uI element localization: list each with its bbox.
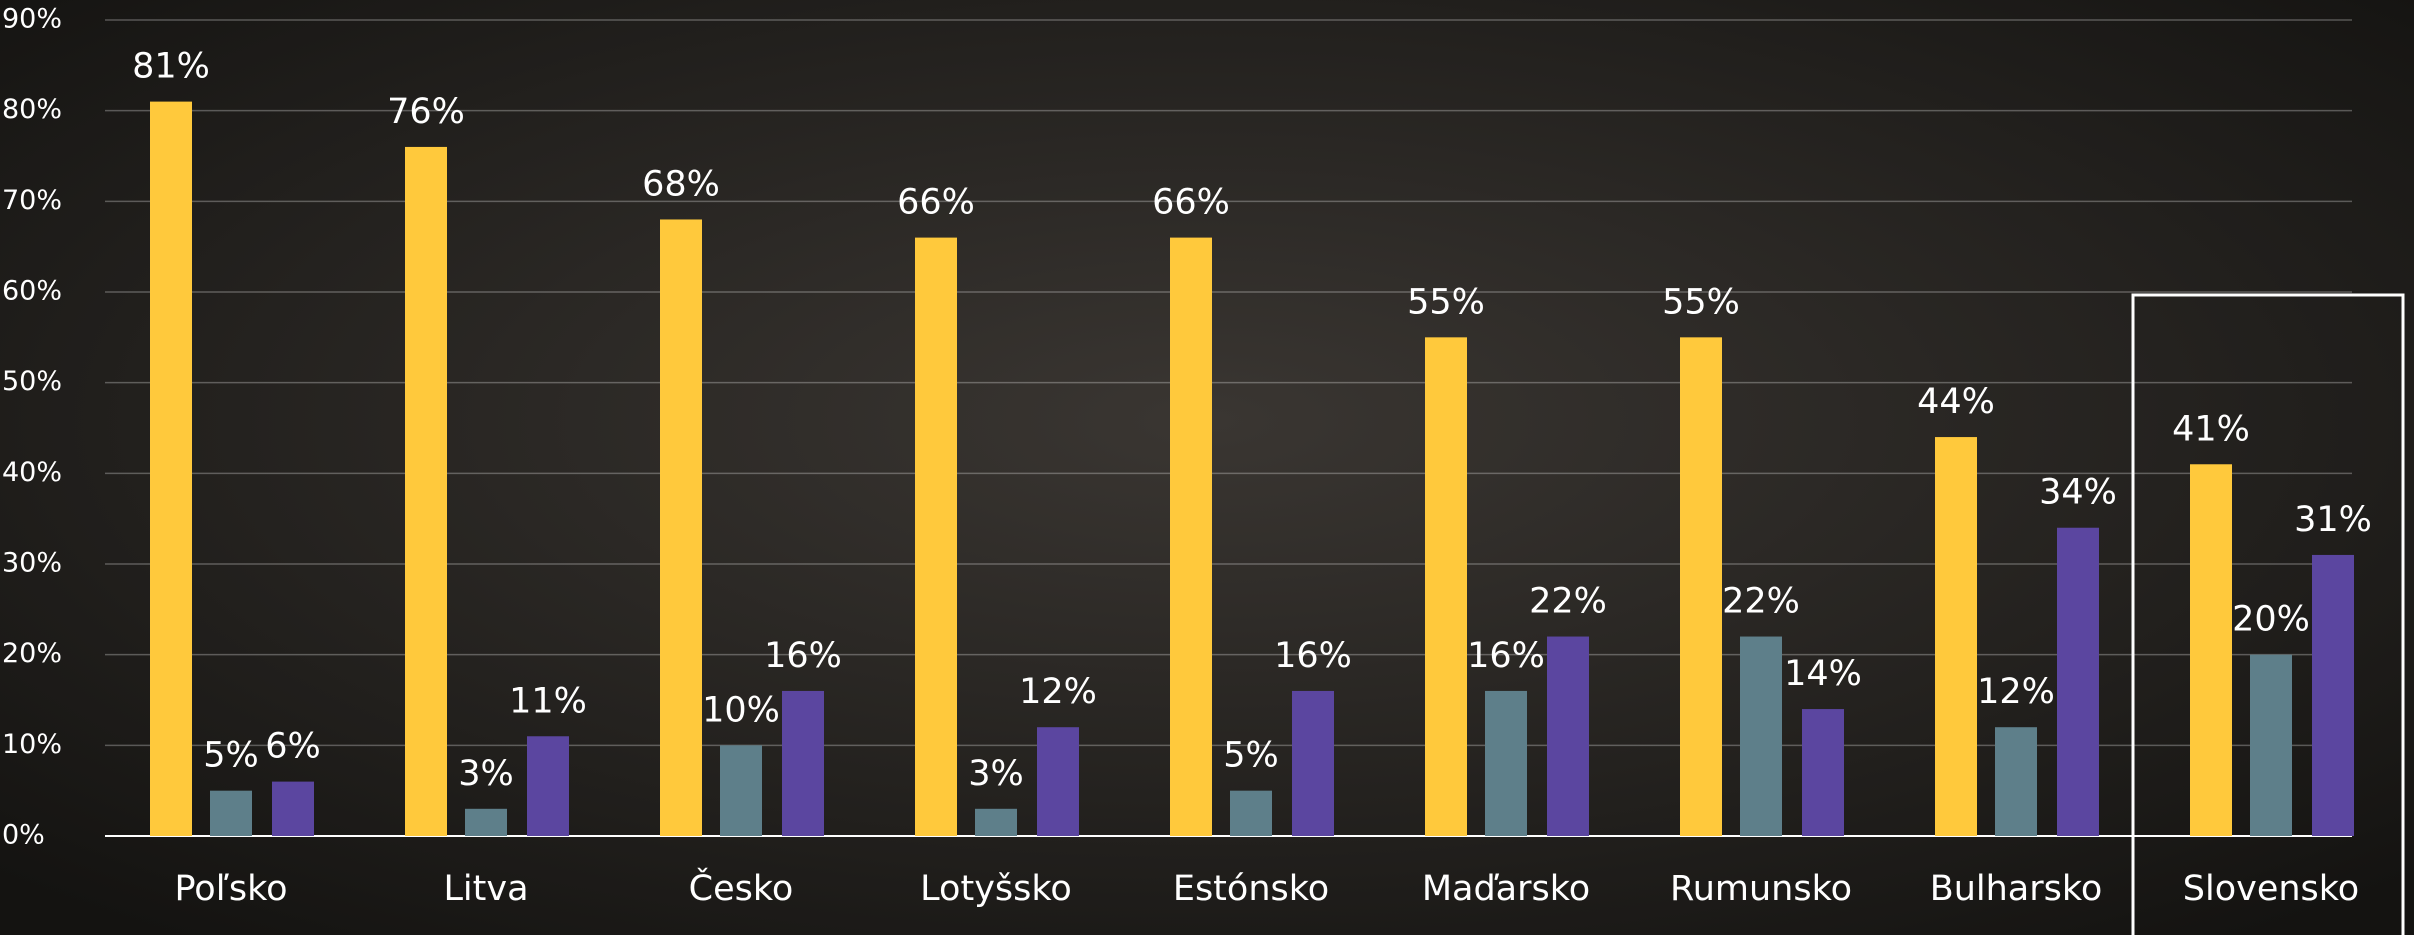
bar bbox=[1037, 727, 1079, 836]
bar bbox=[527, 736, 569, 836]
bar bbox=[1935, 437, 1977, 836]
value-label: 5% bbox=[1223, 736, 1279, 776]
y-tick-label: 30% bbox=[2, 548, 62, 579]
bar bbox=[405, 147, 447, 836]
x-tick-label: Bulharsko bbox=[1930, 869, 2103, 909]
value-label: 6% bbox=[265, 727, 321, 767]
x-tick-label: Estónsko bbox=[1173, 869, 1329, 909]
value-label: 34% bbox=[2039, 473, 2117, 513]
y-tick-label: 80% bbox=[2, 94, 62, 125]
bar bbox=[1425, 337, 1467, 836]
value-label: 68% bbox=[642, 164, 720, 204]
chart: 0% 10% 20% 30% 40% 50% 60% 70% 80% 90% Poľsko 81% 5%… bbox=[0, 0, 2414, 935]
bar bbox=[1547, 637, 1589, 836]
value-label: 16% bbox=[1274, 636, 1352, 676]
bar bbox=[210, 791, 252, 836]
value-label: 66% bbox=[897, 183, 975, 223]
bar bbox=[2190, 464, 2232, 836]
value-label: 16% bbox=[1467, 636, 1545, 676]
y-tick-label: 70% bbox=[2, 185, 62, 216]
page: 0% 10% 20% 30% 40% 50% 60% 70% 80% 90% Poľsko 81% 5%… bbox=[0, 0, 2414, 935]
value-label: 22% bbox=[1529, 582, 1607, 622]
value-label: 22% bbox=[1722, 582, 1800, 622]
x-tick-label: Poľsko bbox=[174, 869, 287, 909]
y-tick-label: 60% bbox=[2, 276, 62, 307]
bar bbox=[1995, 727, 2037, 836]
value-label: 14% bbox=[1784, 654, 1862, 694]
value-label: 76% bbox=[387, 92, 465, 132]
value-label: 55% bbox=[1662, 282, 1740, 322]
bar bbox=[2250, 655, 2292, 836]
value-label: 16% bbox=[764, 636, 842, 676]
x-tick-label: Maďarsko bbox=[1422, 869, 1590, 909]
value-label: 66% bbox=[1152, 183, 1230, 223]
y-tick-label: 0% bbox=[2, 820, 45, 851]
bar bbox=[1485, 691, 1527, 836]
value-label: 81% bbox=[132, 47, 210, 87]
value-label: 10% bbox=[702, 690, 780, 730]
value-label: 20% bbox=[2232, 600, 2310, 640]
y-tick-label: 10% bbox=[2, 729, 62, 760]
bar bbox=[2312, 555, 2354, 836]
bar bbox=[720, 745, 762, 836]
bar bbox=[660, 219, 702, 836]
bar bbox=[1230, 791, 1272, 836]
x-tick-label: Litva bbox=[443, 869, 528, 909]
y-tick-label: 90% bbox=[2, 4, 62, 35]
bar bbox=[465, 809, 507, 836]
value-label: 11% bbox=[509, 681, 587, 721]
value-label: 3% bbox=[968, 754, 1024, 794]
x-tick-label: Slovensko bbox=[2183, 869, 2359, 909]
bar bbox=[272, 782, 314, 836]
y-tick-label: 50% bbox=[2, 366, 62, 397]
bar bbox=[1740, 637, 1782, 836]
bar bbox=[1292, 691, 1334, 836]
value-label: 3% bbox=[458, 754, 514, 794]
value-label: 31% bbox=[2294, 500, 2372, 540]
bar bbox=[1170, 238, 1212, 836]
bar bbox=[2057, 528, 2099, 836]
value-label: 12% bbox=[1019, 672, 1097, 712]
bar bbox=[975, 809, 1017, 836]
bar bbox=[150, 102, 192, 836]
x-tick-label: Česko bbox=[689, 867, 794, 909]
y-tick-label: 40% bbox=[2, 457, 62, 488]
value-label: 55% bbox=[1407, 282, 1485, 322]
bar bbox=[915, 238, 957, 836]
bar bbox=[1680, 337, 1722, 836]
bar bbox=[782, 691, 824, 836]
value-label: 5% bbox=[203, 736, 259, 776]
value-label: 44% bbox=[1917, 382, 1995, 422]
bar bbox=[1802, 709, 1844, 836]
value-label: 12% bbox=[1977, 672, 2055, 712]
x-tick-label: Rumunsko bbox=[1670, 869, 1852, 909]
x-tick-label: Lotyšsko bbox=[920, 869, 1072, 909]
value-label: 41% bbox=[2172, 409, 2250, 449]
y-tick-label: 20% bbox=[2, 638, 62, 669]
